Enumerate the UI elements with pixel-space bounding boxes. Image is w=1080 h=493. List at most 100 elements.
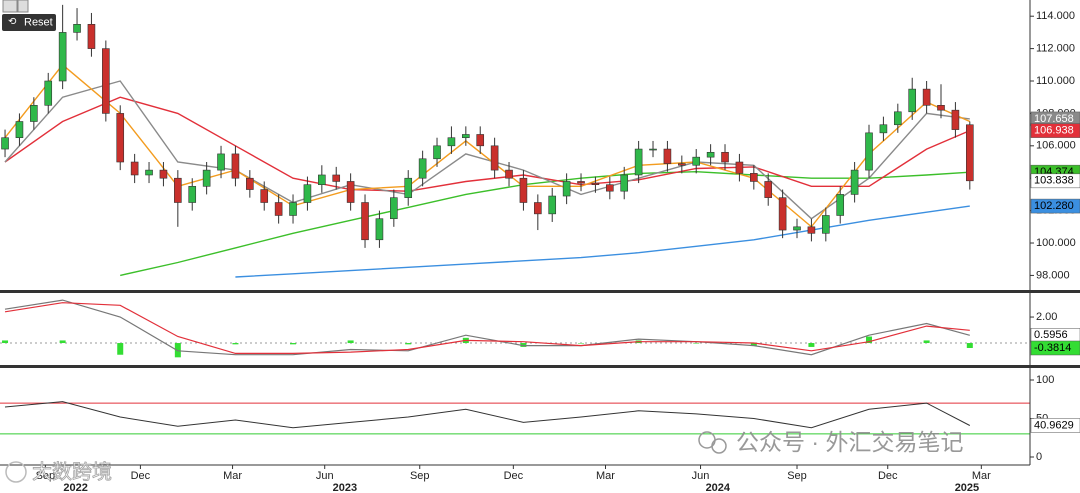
candle-body (634, 148, 643, 176)
candle-body (951, 109, 960, 130)
toolbar-icon (17, 0, 29, 13)
x-tick-label: Dec (504, 470, 524, 482)
y-tick-label: 106.000 (1036, 140, 1076, 152)
candle-body (577, 181, 585, 184)
candle-body (663, 148, 672, 164)
x-tick-label: Sep (410, 470, 430, 482)
histogram-bar (750, 343, 757, 346)
last-value-label: 103.838 (1034, 175, 1074, 187)
moving-average (4, 96, 971, 192)
x-tick-label: Mar (596, 470, 615, 482)
candle-body (202, 169, 211, 187)
x-tick-label: Mar (972, 470, 991, 482)
candle-body (865, 132, 873, 171)
histogram-bar (966, 343, 973, 348)
candle-body (274, 202, 283, 216)
candle-body (649, 148, 657, 151)
candle-body (534, 202, 542, 215)
candle-body (246, 177, 254, 190)
histogram-bar (808, 343, 815, 347)
last-value-label: 40.9629 (1034, 419, 1074, 431)
histogram-bar (232, 343, 239, 345)
candle-body (375, 218, 384, 241)
moving-average (120, 170, 970, 277)
candle-body (174, 177, 182, 203)
candle-body (361, 202, 369, 241)
last-value-box (1030, 418, 1080, 433)
candle-body (44, 80, 53, 106)
candle-body (937, 105, 945, 111)
candle-body (706, 151, 715, 158)
candle-body (145, 169, 153, 176)
candle-body (764, 181, 773, 198)
reset-button[interactable] (2, 14, 56, 31)
x-tick-label: Sep (36, 470, 56, 482)
y-tick-label: 114.000 (1036, 10, 1075, 22)
reset-label[interactable]: Reset (24, 16, 53, 28)
moving-average (235, 205, 970, 278)
macd-line (4, 302, 970, 354)
candle-body (966, 124, 974, 182)
last-value-label: 106.938 (1034, 125, 1074, 137)
macd-line (4, 299, 970, 356)
candle-body (519, 177, 528, 203)
candle-body (447, 137, 456, 147)
x-tick-label: Jun (692, 470, 710, 482)
candle-body (807, 226, 816, 234)
watermark: 公众号 · 外汇交易笔记 (736, 429, 963, 455)
candle-body (735, 161, 744, 174)
panel-separator (0, 290, 1080, 293)
candle-body (490, 145, 499, 171)
candle-body (116, 113, 125, 163)
candle-body (678, 163, 686, 166)
candle-body (332, 174, 341, 182)
y-tick-label: 100 (1036, 374, 1054, 386)
candle-body (721, 151, 729, 163)
candle-body (188, 186, 197, 203)
last-value-label: 102.280 (1034, 200, 1074, 212)
candle-body (73, 24, 81, 33)
candle-body (908, 88, 917, 113)
year-label: 2023 (333, 482, 357, 493)
histogram-bar (693, 343, 700, 344)
candle-body (591, 182, 600, 185)
toolbar-icon (2, 0, 18, 13)
wechat-icon (711, 438, 727, 454)
candle-body (159, 169, 168, 179)
y-tick-label: 2.00 (1036, 311, 1057, 323)
candle-body (404, 177, 413, 198)
candle-body (462, 134, 470, 139)
y-tick-label: 112.000 (1036, 43, 1075, 55)
candle-body (289, 202, 297, 216)
y-tick-label: 110.000 (1036, 75, 1075, 87)
candle-body (850, 169, 859, 195)
histogram-bar (117, 343, 124, 355)
candle-body (390, 197, 398, 220)
candle-body (15, 121, 24, 139)
histogram-bar (2, 340, 9, 344)
candle-body (620, 174, 629, 192)
candle-body (822, 215, 830, 234)
candle-body (562, 181, 571, 197)
candle-body (58, 32, 67, 82)
histogram-bar (290, 343, 297, 345)
candle-body (1, 137, 9, 150)
last-value-label: 107.658 (1034, 113, 1074, 125)
histogram-bar (923, 340, 930, 344)
y-tick-label: 98.000 (1036, 269, 1070, 281)
year-label: 2024 (706, 482, 731, 493)
candle-body (346, 181, 355, 203)
candle-body (231, 153, 240, 179)
candle-body (606, 184, 614, 192)
candle-body (318, 174, 326, 185)
year-label: 2022 (63, 482, 87, 493)
last-value-box (1030, 173, 1080, 189)
candle-body (418, 158, 427, 179)
last-value-box (1030, 340, 1080, 356)
last-value-box (1030, 123, 1080, 138)
y-tick-label: 0 (1036, 451, 1042, 463)
candle-body (476, 134, 485, 147)
x-tick-label: Dec (131, 470, 151, 482)
